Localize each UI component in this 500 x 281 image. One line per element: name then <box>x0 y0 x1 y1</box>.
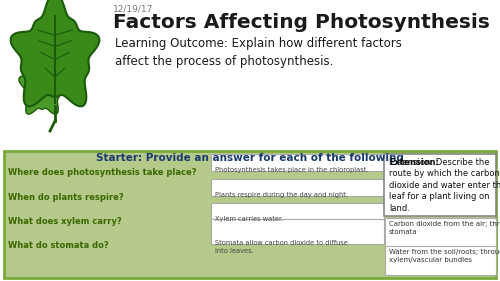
Text: Where does photosynthesis take place?: Where does photosynthesis take place? <box>8 168 196 177</box>
Text: Carbon dioxide from the air; through
stomata: Carbon dioxide from the air; through sto… <box>389 221 500 235</box>
FancyBboxPatch shape <box>384 217 496 246</box>
FancyBboxPatch shape <box>384 246 496 275</box>
FancyBboxPatch shape <box>210 203 384 219</box>
Text: Starter: Provide an answer for each of the following: Starter: Provide an answer for each of t… <box>96 153 404 163</box>
FancyBboxPatch shape <box>210 219 384 244</box>
Text: Learning Outcome: Explain how different factors
affect the process of photosynth: Learning Outcome: Explain how different … <box>115 37 402 68</box>
Text: When do plants respire?: When do plants respire? <box>8 193 123 202</box>
FancyBboxPatch shape <box>384 154 496 216</box>
FancyBboxPatch shape <box>210 178 384 196</box>
Text: Extension: Describe the
route by which the carbon
dioxide and water enter the
le: Extension: Describe the route by which t… <box>389 158 500 213</box>
FancyBboxPatch shape <box>4 151 496 278</box>
Text: Stomata allow carbon dioxide to diffuse
into leaves.: Stomata allow carbon dioxide to diffuse … <box>215 240 348 254</box>
Text: Plants respire during the day and night.: Plants respire during the day and night. <box>215 192 348 198</box>
Text: Extension:: Extension: <box>389 158 439 167</box>
Polygon shape <box>10 0 100 106</box>
Text: Water from the soil/roots; through the
xylem/vascular bundles: Water from the soil/roots; through the x… <box>389 249 500 263</box>
Text: What do stomata do?: What do stomata do? <box>8 241 108 250</box>
Polygon shape <box>19 55 65 114</box>
Text: Photosynthesis takes place in the chloroplast.: Photosynthesis takes place in the chloro… <box>215 167 368 173</box>
Bar <box>0 0 500 156</box>
Text: 12/19/17: 12/19/17 <box>113 5 154 14</box>
Text: Factors Affecting Photosynthesis: Factors Affecting Photosynthesis <box>113 13 490 32</box>
FancyBboxPatch shape <box>210 153 384 171</box>
Text: What does xylem carry?: What does xylem carry? <box>8 217 121 226</box>
Text: Xylem carries water.: Xylem carries water. <box>215 216 283 222</box>
